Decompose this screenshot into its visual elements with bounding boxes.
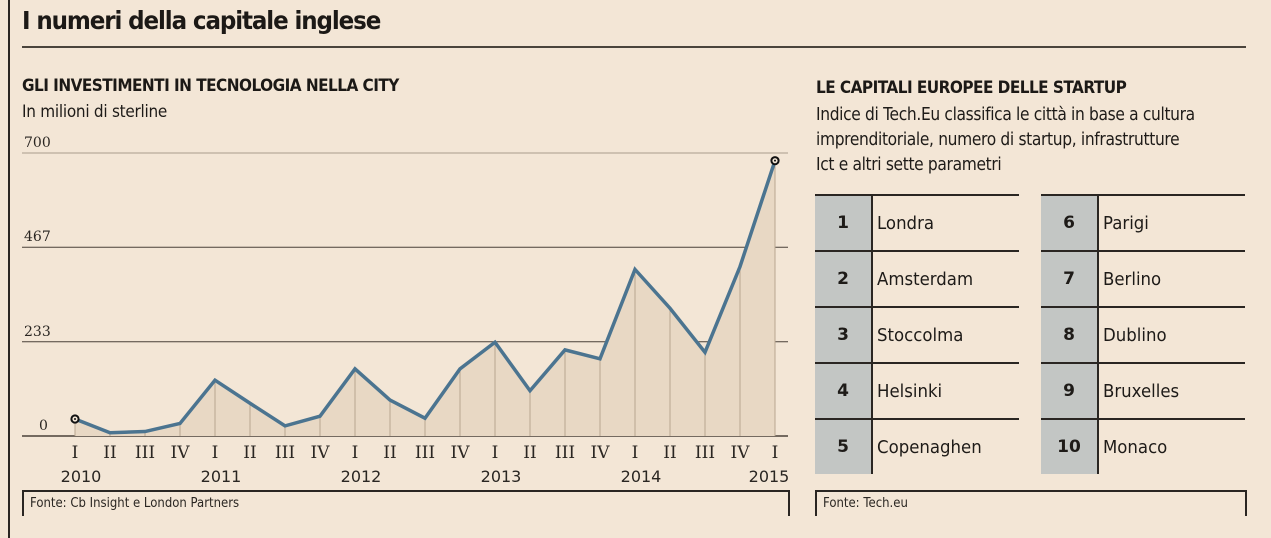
rank-city: Londra bbox=[877, 212, 935, 234]
rank-number: 6 bbox=[1041, 196, 1099, 250]
x-year-label: 2011 bbox=[201, 467, 242, 486]
title-divider bbox=[22, 46, 1246, 48]
x-quarter-label: I bbox=[352, 443, 359, 463]
x-quarter-label: I bbox=[72, 443, 79, 463]
x-quarter-label: III bbox=[555, 443, 575, 463]
chart-source: Fonte: Cb Insight e London Partners bbox=[30, 496, 240, 511]
description-line: Indice di Tech.Eu classifica le città in… bbox=[816, 104, 1195, 125]
endpoint-marker-dot bbox=[74, 418, 76, 421]
x-quarter-label: I bbox=[632, 443, 639, 463]
endpoint-marker-dot bbox=[774, 159, 776, 162]
rank-city: Stoccolma bbox=[877, 324, 964, 346]
rank-city: Amsterdam bbox=[877, 268, 974, 290]
ranking-row: 9 Bruxelles bbox=[1041, 362, 1245, 418]
chart-title: GLI INVESTIMENTI IN TECNOLOGIA NELLA CIT… bbox=[22, 76, 399, 96]
ranking-row: 5 Copenaghen bbox=[815, 418, 1019, 474]
x-quarter-label: IV bbox=[591, 443, 611, 463]
x-quarter-label: II bbox=[103, 443, 116, 463]
rank-city: Helsinki bbox=[877, 380, 943, 402]
ranking-row: 7 Berlino bbox=[1041, 250, 1245, 306]
left-border-rule bbox=[8, 0, 10, 538]
x-quarter-label: II bbox=[523, 443, 536, 463]
x-quarter-label: IV bbox=[451, 443, 471, 463]
line-layer bbox=[74, 160, 777, 435]
rank-city: Dublino bbox=[1103, 324, 1167, 346]
chart-source-box: Fonte: Cb Insight e London Partners bbox=[22, 490, 790, 516]
x-quarter-label: I bbox=[492, 443, 499, 463]
rank-number: 2 bbox=[815, 252, 873, 306]
ranking-column-2: 6 Parigi 7 Berlino 8 Dublino 9 Bruxelles… bbox=[1041, 194, 1245, 474]
x-quarter-label: III bbox=[275, 443, 295, 463]
rank-number: 10 bbox=[1041, 420, 1099, 474]
rank-number: 4 bbox=[815, 364, 873, 418]
chart-subtitle: In milioni di sterline bbox=[22, 102, 168, 122]
rank-city: Berlino bbox=[1103, 268, 1162, 290]
x-quarter-label: IV bbox=[731, 443, 751, 463]
drop-lines-layer bbox=[74, 160, 776, 436]
y-tick-label: 700 bbox=[24, 135, 51, 151]
ranking-row: 4 Helsinki bbox=[815, 362, 1019, 418]
ranking-row: 1 Londra bbox=[815, 194, 1019, 250]
rank-city: Parigi bbox=[1103, 212, 1149, 234]
ranking-row: 3 Stoccolma bbox=[815, 306, 1019, 362]
y-tick-label: 0 bbox=[39, 418, 48, 434]
x-year-label: 2012 bbox=[341, 467, 382, 486]
ranking-source: Fonte: Tech.eu bbox=[823, 496, 908, 511]
y-tick-label: 233 bbox=[24, 324, 51, 340]
description-line: Ict e altri sette parametri bbox=[816, 154, 1002, 175]
rank-city: Copenaghen bbox=[877, 436, 982, 458]
x-quarter-label: IV bbox=[311, 443, 331, 463]
rank-number: 9 bbox=[1041, 364, 1099, 418]
x-year-label: 2013 bbox=[481, 467, 522, 486]
rank-city: Bruxelles bbox=[1103, 380, 1180, 402]
x-year-label: 2010 bbox=[61, 467, 102, 486]
y-tick-label: 467 bbox=[24, 229, 51, 245]
x-quarter-label: II bbox=[383, 443, 396, 463]
ranking-column-1: 1 Londra 2 Amsterdam 3 Stoccolma 4 Helsi… bbox=[815, 194, 1019, 474]
rank-number: 7 bbox=[1041, 252, 1099, 306]
ranking-row: 10 Monaco bbox=[1041, 418, 1245, 474]
x-quarter-label: III bbox=[135, 443, 155, 463]
x-year-label: 2014 bbox=[621, 467, 662, 486]
ranking-source-box: Fonte: Tech.eu bbox=[815, 490, 1247, 516]
ranking-row: 6 Parigi bbox=[1041, 194, 1245, 250]
x-quarter-label: II bbox=[663, 443, 676, 463]
x-quarter-label: III bbox=[415, 443, 435, 463]
ranking-description: Indice di Tech.Eu classifica le città in… bbox=[816, 102, 1229, 177]
ranking-row: 8 Dublino bbox=[1041, 306, 1245, 362]
description-line: imprenditoriale, numero di startup, infr… bbox=[816, 129, 1180, 150]
rank-number: 8 bbox=[1041, 308, 1099, 362]
x-quarter-label: III bbox=[695, 443, 715, 463]
ranking-row: 2 Amsterdam bbox=[815, 250, 1019, 306]
x-year-label: 2015 bbox=[749, 467, 790, 486]
x-quarter-label: IV bbox=[171, 443, 191, 463]
rank-number: 5 bbox=[815, 420, 873, 474]
rank-city: Monaco bbox=[1103, 436, 1168, 458]
x-quarter-label: I bbox=[772, 443, 779, 463]
rank-number: 3 bbox=[815, 308, 873, 362]
marker-layer bbox=[70, 156, 780, 424]
ranking-title: LE CAPITALI EUROPEE DELLE STARTUP bbox=[816, 78, 1127, 98]
x-quarter-label: II bbox=[243, 443, 256, 463]
rank-number: 1 bbox=[815, 196, 873, 250]
x-quarter-label: I bbox=[212, 443, 219, 463]
page-title: I numeri della capitale inglese bbox=[22, 6, 381, 35]
